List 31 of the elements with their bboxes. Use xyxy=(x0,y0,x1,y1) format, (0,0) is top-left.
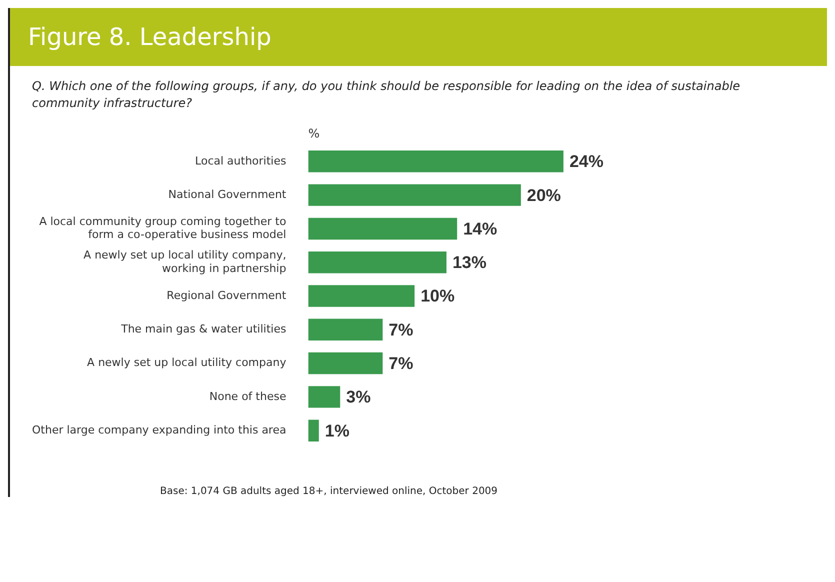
data-label: 7% xyxy=(388,354,414,373)
bar xyxy=(308,184,521,206)
y-tick-label: Regional Government xyxy=(166,288,287,302)
y-tick-label: Local authorities xyxy=(195,154,286,168)
chart-subtitle: Q. Which one of the following groups, if any, do you think should be responsible for leading on the idea of sustainable community infrastructure? xyxy=(31,78,742,112)
y-tick-label: A newly set up local utility company, working in partnership xyxy=(84,248,286,275)
bar xyxy=(308,285,415,307)
data-label: 7% xyxy=(388,320,414,340)
y-tick-label: A local community group coming together to form a co-operative business model xyxy=(39,214,286,242)
data-label: 20% xyxy=(526,186,561,205)
text: Base: 1,074 GB adults aged 18+, interviewed online, October 2009 xyxy=(159,485,499,497)
x-axis-title: % xyxy=(308,126,320,141)
y-tick-label: Other large company expanding into this area xyxy=(32,423,286,436)
y-tick-label: None of these xyxy=(209,390,286,403)
y-tick-label: A newly set up local utility company xyxy=(87,356,287,370)
y-tick-label: National Government xyxy=(168,188,287,201)
data-label: 24% xyxy=(569,152,604,172)
bar xyxy=(308,352,383,374)
data-label: 13% xyxy=(452,253,486,272)
chart-title: Figure 8. Leadership xyxy=(10,8,827,66)
bar xyxy=(308,150,564,172)
bar xyxy=(308,318,383,341)
data-label: 10% xyxy=(420,286,455,306)
bar xyxy=(308,420,319,442)
bar xyxy=(308,251,446,274)
bar xyxy=(308,218,458,240)
bar xyxy=(308,386,340,408)
data-label: 1% xyxy=(324,421,350,440)
y-tick-label: The main gas & water utilities xyxy=(120,322,286,336)
data-label: 3% xyxy=(346,388,371,407)
data-label: 14% xyxy=(463,219,498,238)
